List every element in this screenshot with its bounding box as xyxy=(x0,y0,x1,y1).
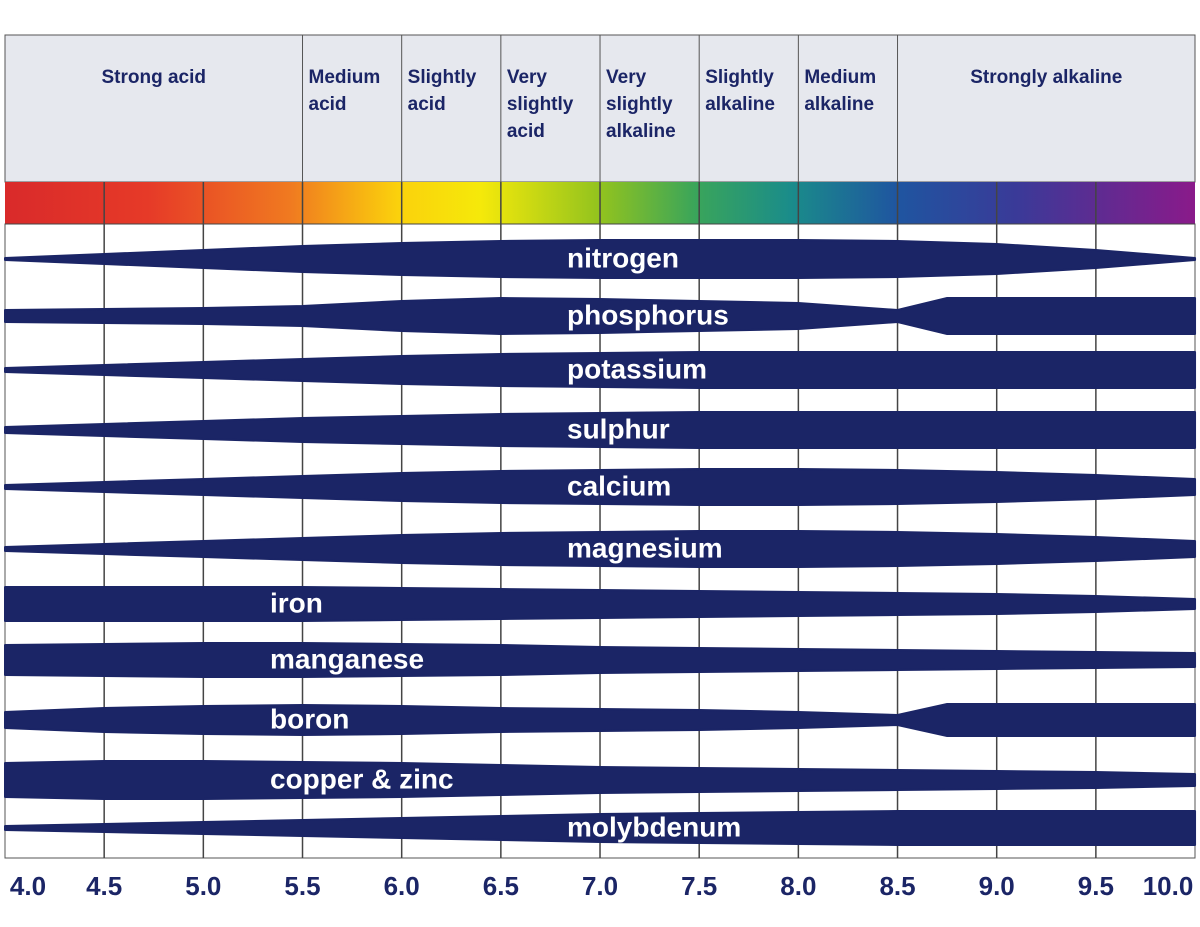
nutrient-band xyxy=(4,586,1197,622)
nutrient-label: copper & zinc xyxy=(270,763,454,794)
nutrient-band xyxy=(4,468,1197,506)
ph-label: 7.5 xyxy=(681,871,717,901)
zone-label: Slightly alkaline xyxy=(705,67,775,115)
zone-label: Slightly acid xyxy=(408,67,477,115)
ph-label: 10.0 xyxy=(1143,871,1194,901)
nutrient-label: sulphur xyxy=(567,413,670,444)
nutrient-band xyxy=(4,239,1197,279)
nutrient-band xyxy=(4,703,1197,737)
nutrient-label: manganese xyxy=(270,643,424,674)
ph-label: 9.5 xyxy=(1078,871,1114,901)
ph-label: 6.0 xyxy=(384,871,420,901)
nutrient-label: molybdenum xyxy=(567,811,741,842)
nutrient-band xyxy=(4,297,1197,335)
ph-label: 7.0 xyxy=(582,871,618,901)
nutrient-label: calcium xyxy=(567,470,671,501)
nutrient-band xyxy=(4,530,1197,568)
nutrient-label: iron xyxy=(270,587,323,618)
ph-label: 4.0 xyxy=(10,871,46,901)
nutrient-band xyxy=(4,642,1197,678)
nutrient-band xyxy=(4,810,1197,846)
ph-label: 6.5 xyxy=(483,871,519,901)
ph-label: 4.5 xyxy=(86,871,122,901)
zone-label: Very slightly alkaline xyxy=(606,67,676,142)
zone-label: Medium acid xyxy=(309,67,381,115)
ph-label: 5.5 xyxy=(284,871,320,901)
ph-label: 8.0 xyxy=(780,871,816,901)
nutrient-band xyxy=(4,760,1197,800)
ph-label: 5.0 xyxy=(185,871,221,901)
zone-label: Medium alkaline xyxy=(804,67,876,115)
nutrient-label: potassium xyxy=(567,353,707,384)
nutrient-label: phosphorus xyxy=(567,299,729,330)
nutrient-band xyxy=(4,411,1197,449)
nutrient-band xyxy=(4,351,1197,389)
nutrient-label: magnesium xyxy=(567,532,723,563)
zone-label: Strongly alkaline xyxy=(970,67,1122,88)
nutrient-label: boron xyxy=(270,703,349,734)
nutrient-label: nitrogen xyxy=(567,242,679,273)
zone-label: Strong acid xyxy=(101,67,206,88)
ph-label: 8.5 xyxy=(879,871,915,901)
ph-label: 9.0 xyxy=(979,871,1015,901)
zone-label: Very slightly acid xyxy=(507,67,574,142)
